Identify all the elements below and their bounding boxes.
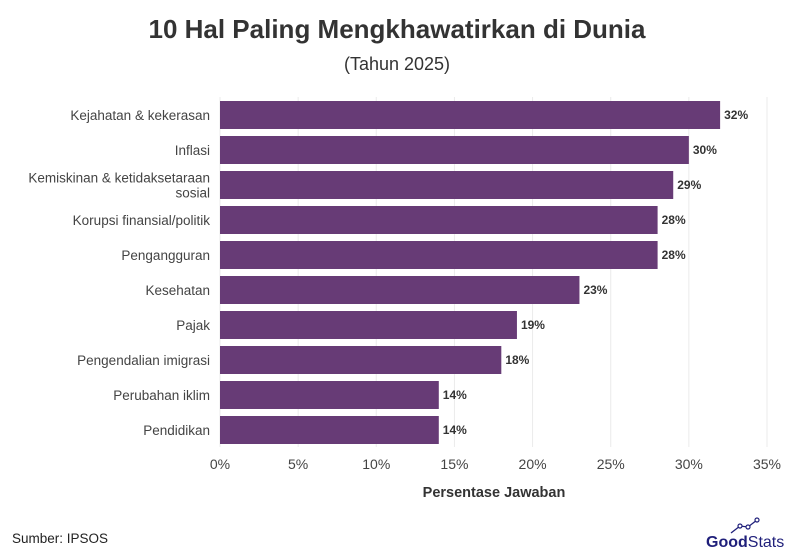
x-tick-label: 5% bbox=[288, 456, 308, 472]
category-label: Kemiskinan & ketidaksetaraan sosial bbox=[28, 171, 210, 201]
x-tick-label: 15% bbox=[440, 456, 468, 472]
data-label: 30% bbox=[693, 143, 717, 157]
bar bbox=[220, 276, 580, 304]
x-tick-label: 35% bbox=[753, 456, 781, 472]
bar bbox=[220, 311, 517, 339]
bar bbox=[220, 416, 439, 444]
category-label: Kejahatan & kekerasan bbox=[70, 108, 210, 123]
goodstats-logo: GoodStats bbox=[706, 517, 784, 551]
bars: 32% 30% 29% 28% 28% 23% 19% 18% 14% 14% bbox=[220, 101, 748, 444]
data-label: 23% bbox=[583, 283, 607, 297]
source-note: Sumber: IPSOS bbox=[12, 531, 108, 546]
data-label: 28% bbox=[662, 248, 686, 262]
data-label: 14% bbox=[443, 388, 467, 402]
category-labels: Kejahatan & kekerasan Inflasi Kemiskinan &… bbox=[28, 108, 210, 438]
bar bbox=[220, 136, 689, 164]
category-label: Pajak bbox=[176, 318, 210, 333]
x-axis-label: Persentase Jawaban bbox=[423, 485, 566, 501]
data-label: 29% bbox=[677, 178, 701, 192]
x-tick-label: 0% bbox=[210, 456, 230, 472]
bar bbox=[220, 206, 658, 234]
data-label: 18% bbox=[505, 353, 529, 367]
x-tick-label: 20% bbox=[519, 456, 547, 472]
data-label: 28% bbox=[662, 213, 686, 227]
x-tick-label: 10% bbox=[362, 456, 390, 472]
data-label: 14% bbox=[443, 423, 467, 437]
svg-text:GoodStats: GoodStats bbox=[706, 534, 784, 551]
bar bbox=[220, 101, 721, 129]
bar bbox=[220, 171, 674, 199]
x-axis-ticks: 0% 5% 10% 15% 20% 25% 30% 35% bbox=[210, 456, 781, 472]
category-label: Perubahan iklim bbox=[113, 388, 210, 403]
chart-subtitle: (Tahun 2025) bbox=[344, 54, 450, 74]
chart-title: 10 Hal Paling Mengkhawatirkan di Dunia bbox=[148, 14, 646, 44]
category-label: Korupsi finansial/politik bbox=[73, 213, 211, 228]
data-label: 19% bbox=[521, 318, 545, 332]
category-label: Inflasi bbox=[175, 143, 210, 158]
category-label: Kesehatan bbox=[145, 283, 210, 298]
data-label: 32% bbox=[724, 108, 748, 122]
bar bbox=[220, 346, 502, 374]
x-tick-label: 30% bbox=[675, 456, 703, 472]
category-label: Pengangguran bbox=[121, 248, 210, 263]
category-label: Pendidikan bbox=[143, 423, 210, 438]
bar bbox=[220, 241, 658, 269]
bar bbox=[220, 381, 439, 409]
x-tick-label: 25% bbox=[597, 456, 625, 472]
category-label: Pengendalian imigrasi bbox=[77, 353, 210, 368]
